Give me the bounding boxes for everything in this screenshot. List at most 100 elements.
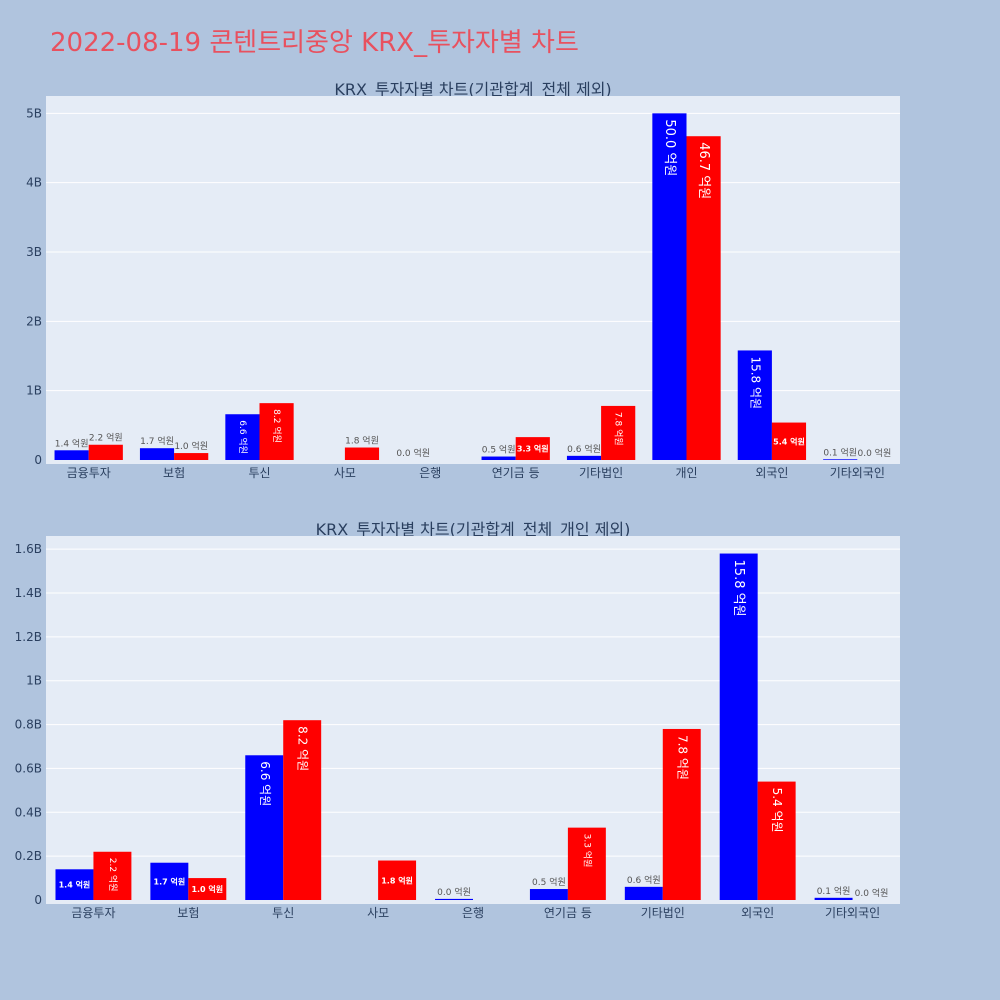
chart-bottom-data-label: 7.8 억원 bbox=[675, 735, 689, 780]
chart-bottom-data-label: 15.8 억원 bbox=[731, 560, 746, 617]
chart-bottom-y-tick-label: 1.4B bbox=[15, 586, 42, 600]
chart-top-x-tick-label: 개인 bbox=[675, 466, 697, 480]
chart-bottom-data-label: 1.8 억원 bbox=[381, 875, 413, 885]
chart-bottom-data-label: 8.2 억원 bbox=[296, 726, 310, 771]
chart-bottom-x-tick-label: 기타법인 bbox=[641, 906, 685, 920]
chart-bottom-bar bbox=[93, 851, 132, 900]
chart-bottom-bar bbox=[814, 897, 853, 900]
chart-bottom-bar bbox=[435, 898, 473, 900]
chart-top-x-tick-label: 사모 bbox=[334, 466, 356, 480]
chart-bottom-x-tick-label: 기타외국인 bbox=[825, 906, 880, 920]
chart-top-y-tick-label: 3B bbox=[26, 245, 42, 259]
chart-top-data-label: 2.2 억원 bbox=[89, 432, 123, 444]
chart-top-bar bbox=[686, 136, 721, 461]
chart-bottom-bar bbox=[719, 553, 758, 900]
chart-bottom-bar bbox=[188, 878, 227, 900]
chart-bottom-bar bbox=[624, 886, 663, 900]
chart-bottom-x-tick-label: 연기금 등 bbox=[544, 906, 592, 920]
chart-top-x-tick-label: 보험 bbox=[163, 466, 185, 480]
chart-top-x-tick-label: 기타외국인 bbox=[830, 466, 885, 480]
chart-bottom-bar bbox=[55, 869, 94, 900]
page-title: 2022-08-19 콘텐트리중앙 KRX_투자자별 차트 bbox=[50, 28, 579, 58]
chart-top-x-tick-label: 연기금 등 bbox=[492, 466, 540, 480]
chart-top-data-label: 15.8 억원 bbox=[748, 356, 762, 409]
chart-top-data-labels: 1.4 억원2.2 억원 1.7 억원 1.0 억원 6.6 억원 8.2 억원 1.8 … bbox=[55, 119, 891, 459]
chart-top-bar bbox=[566, 455, 602, 460]
chart-bottom-data-label: 1.0 억원 bbox=[191, 884, 223, 894]
chart-top-bar bbox=[225, 414, 260, 460]
chart-top-data-label: 46.7 억원 bbox=[696, 142, 711, 199]
chart-top-data-label: 0.1 억원 bbox=[823, 446, 857, 458]
chart-bottom-bar bbox=[283, 720, 322, 900]
chart-top-title: KRX_투자자별 차트(기관합계_전체 제외) bbox=[334, 80, 611, 100]
chart-bottom-y-tick-label: 0.6B bbox=[15, 761, 42, 775]
chart-bottom-bar bbox=[567, 827, 606, 900]
chart-top-data-label: 8.2 억원 bbox=[271, 409, 283, 443]
chart-top-bar bbox=[259, 403, 294, 460]
chart-top-x-tick-label: 은행 bbox=[419, 465, 441, 480]
chart-bottom-title: KRX_투자자별 차트(기관합계_전체_개인 제외) bbox=[316, 520, 631, 540]
chart-top-bar bbox=[174, 453, 209, 460]
chart-bottom-data-label: 0.0 억원 bbox=[437, 886, 471, 898]
chart-top-x-tick-label: 기타법인 bbox=[579, 466, 623, 480]
chart-bottom-x-tick-label: 사모 bbox=[367, 906, 389, 920]
chart-top-x-tick-label: 투신 bbox=[248, 466, 270, 480]
chart-top-data-label: 0.5 억원 bbox=[482, 444, 516, 456]
chart-top-y-axis: 0 1B 2B 3B 4B 5B bbox=[26, 106, 42, 467]
chart-top-data-label: 5.4 억원 bbox=[773, 436, 805, 446]
chart-bottom-data-label: 0.5 억원 bbox=[532, 876, 566, 888]
chart-bottom-data-label: 0.1 억원 bbox=[817, 885, 851, 897]
chart-bottom-bar bbox=[150, 862, 189, 900]
chart-bottom-data-label: 1.7 억원 bbox=[154, 876, 186, 886]
chart-top-bar bbox=[771, 422, 807, 460]
chart-top-data-label: 1.8 억원 bbox=[345, 435, 379, 447]
chart-top-bar bbox=[139, 448, 175, 460]
chart-bottom-y-tick-label: 1.6B bbox=[15, 542, 42, 556]
chart-bottom: KRX_투자자별 차트(기관합계_전체_개인 제외) 0 0.2B 0.4B 0.6B… bbox=[15, 520, 900, 920]
chart-top-y-tick-label: 2B bbox=[26, 314, 42, 328]
chart-bottom-y-tick-label: 0 bbox=[34, 893, 42, 907]
chart-top-bar bbox=[515, 437, 550, 460]
chart-top-bar bbox=[601, 405, 636, 460]
chart-top-bar bbox=[344, 447, 380, 460]
chart-top-data-label: 3.3 억원 bbox=[517, 444, 549, 454]
chart-bottom-x-axis: 금융투자 보험 투신 사모 은행 연기금 등 기타법인 외국인 기타외국인 bbox=[71, 905, 880, 920]
chart-top-y-tick-label: 4B bbox=[26, 176, 42, 190]
chart-bottom-y-tick-label: 1.2B bbox=[15, 630, 42, 644]
chart-bottom-data-labels: 1.4 억원 2.2 억원 1.7 억원 1.0 억원 6.6 억원 8.2 억원 1.8 … bbox=[59, 560, 889, 899]
chart-bottom-data-label: 0.0 억원 bbox=[855, 887, 889, 899]
chart-bottom-y-tick-label: 0.2B bbox=[15, 849, 42, 863]
chart-bottom-bar bbox=[245, 755, 284, 900]
chart-bottom-x-tick-label: 보험 bbox=[177, 906, 199, 920]
chart-bottom-y-tick-label: 0.4B bbox=[15, 805, 42, 819]
chart-top-y-tick-label: 5B bbox=[26, 106, 42, 120]
chart-top-data-label: 0.6 억원 bbox=[567, 443, 601, 455]
chart-top-bars bbox=[54, 113, 858, 461]
chart-bottom-data-label: 2.2 억원 bbox=[107, 858, 119, 892]
chart-top-bar bbox=[652, 113, 687, 460]
chart-bottom-bar bbox=[378, 860, 417, 900]
chart-top-data-label: 0.0 억원 bbox=[396, 447, 430, 459]
chart-bottom-y-tick-label: 0.8B bbox=[15, 718, 42, 732]
chart-top: KRX_투자자별 차트(기관합계_전체 제외) 0 1B 2B 3B 4B 5B 1.4 … bbox=[26, 80, 900, 480]
chart-bottom-data-label: 1.4 억원 bbox=[59, 880, 91, 890]
chart-top-bar bbox=[88, 444, 123, 460]
chart-top-data-label: 50.0 억원 bbox=[662, 119, 677, 176]
chart-bottom-x-tick-label: 금융투자 bbox=[71, 906, 115, 920]
chart-bottom-data-label: 3.3 억원 bbox=[581, 834, 593, 868]
chart-bottom-bar bbox=[529, 889, 568, 900]
chart-top-x-tick-label: 외국인 bbox=[755, 466, 788, 480]
chart-top-data-label: 6.6 억원 bbox=[237, 420, 249, 454]
chart-top-y-tick-label: 0 bbox=[34, 453, 42, 467]
chart-bottom-x-tick-label: 외국인 bbox=[741, 906, 774, 920]
chart-bottom-x-tick-label: 은행 bbox=[462, 905, 484, 920]
chart-top-data-label: 0.0 억원 bbox=[858, 447, 892, 459]
chart-bottom-data-label: 0.6 억원 bbox=[627, 874, 661, 886]
chart-top-data-label: 1.0 억원 bbox=[174, 440, 208, 452]
chart-top-bar bbox=[481, 456, 516, 460]
chart-bottom-x-tick-label: 투신 bbox=[272, 906, 294, 920]
chart-bottom-y-tick-label: 1B bbox=[26, 674, 42, 688]
chart-top-bar bbox=[54, 450, 89, 460]
chart-top-data-label: 1.4 억원 bbox=[55, 437, 89, 449]
chart-top-x-tick-label: 금융투자 bbox=[67, 466, 111, 480]
